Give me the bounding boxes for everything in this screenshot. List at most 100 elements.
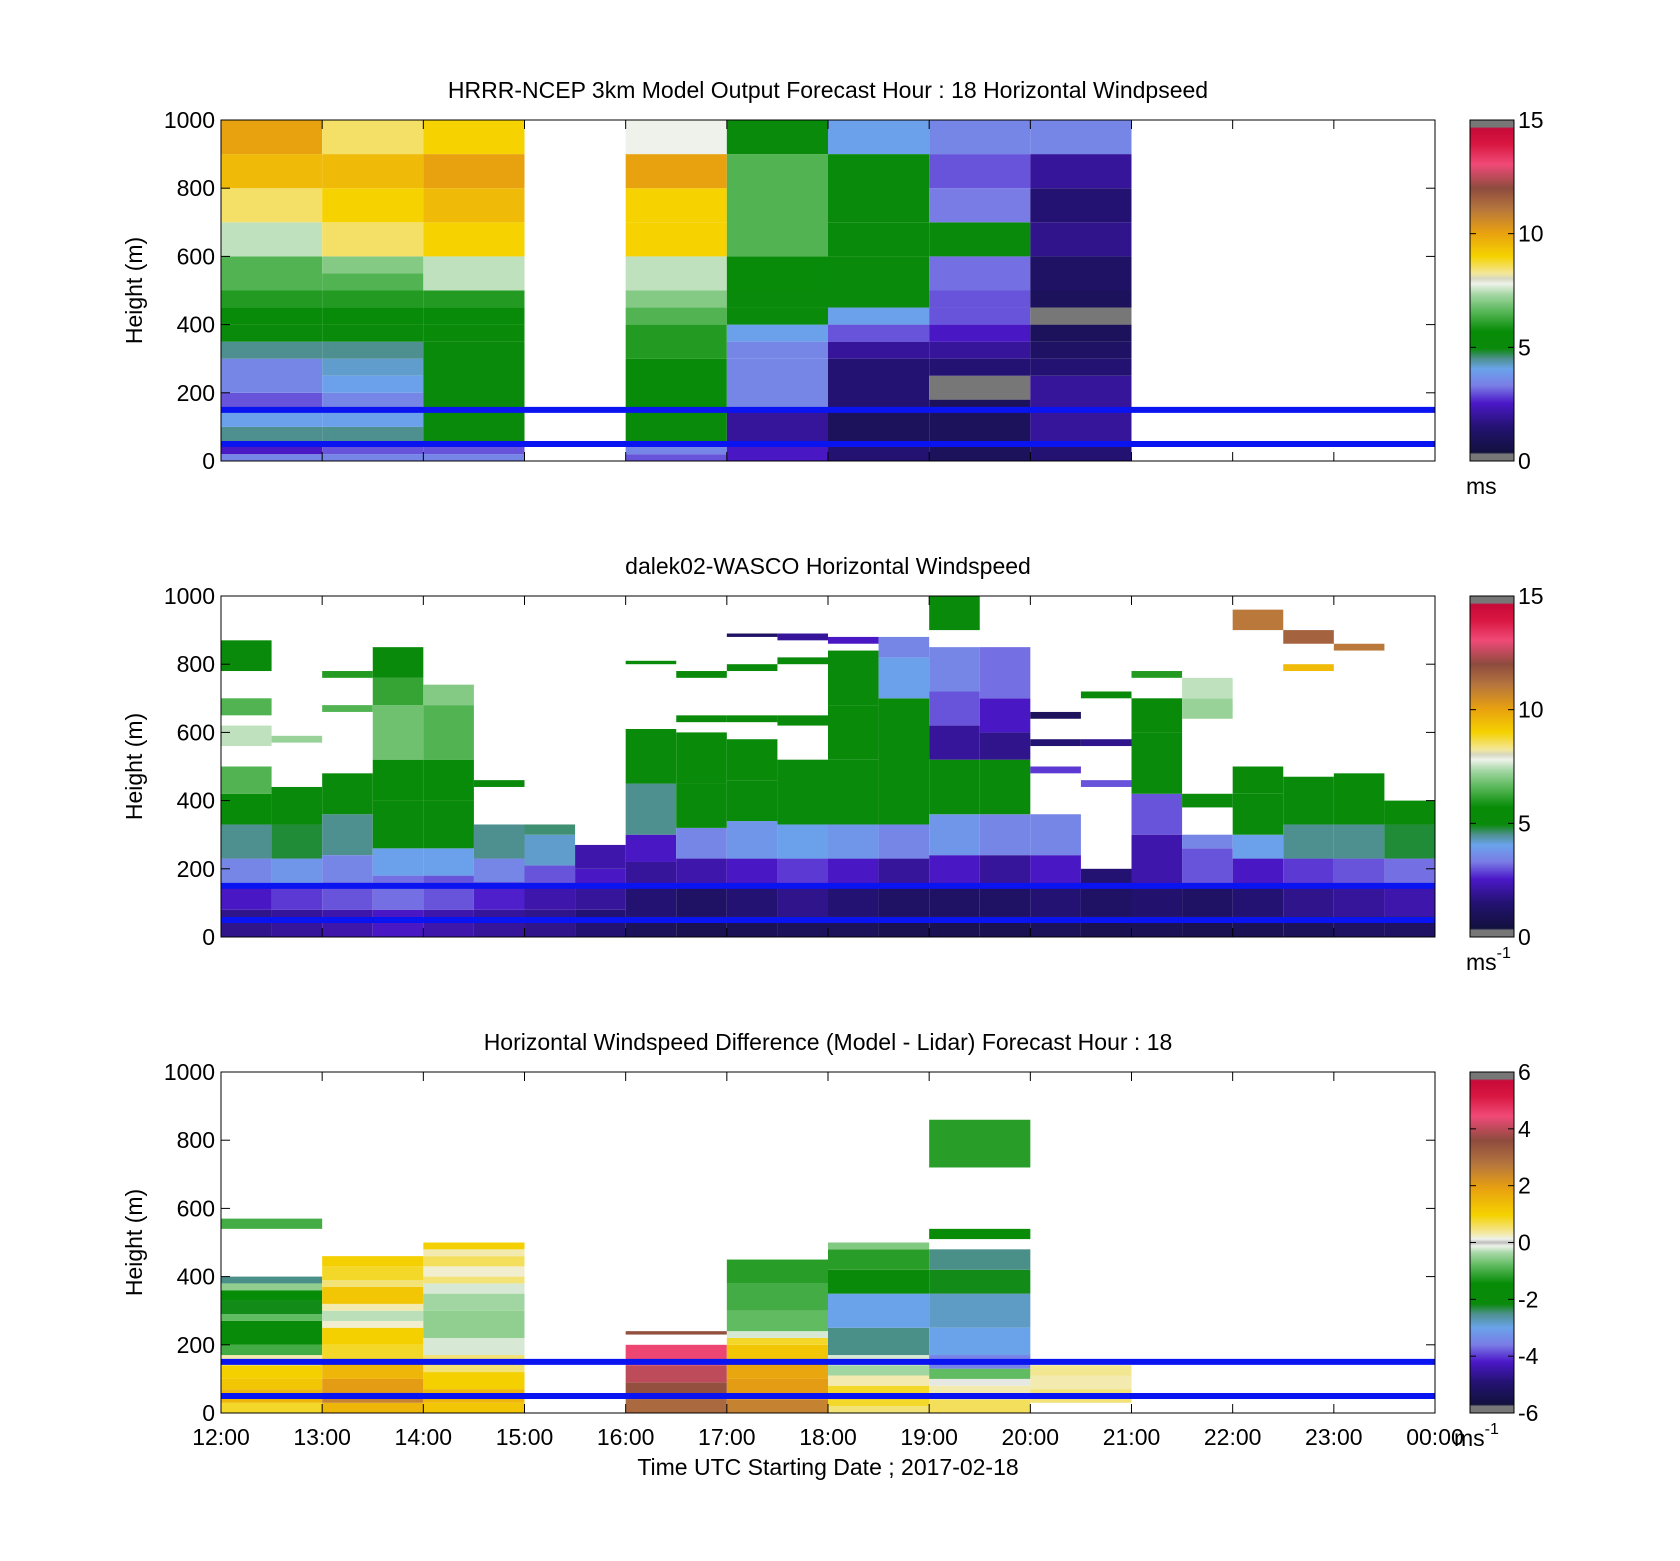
colorbar-tick-label: -4 <box>1518 1343 1539 1369</box>
heatmap-cell <box>979 814 1031 856</box>
heatmap-cell <box>676 885 727 917</box>
colorbar-unit: ms-1 <box>1454 1421 1499 1451</box>
heatmap-cell <box>828 636 879 644</box>
heatmap-cell <box>221 1320 323 1345</box>
heatmap-cell <box>979 759 1031 815</box>
heatmap-cell <box>726 664 778 672</box>
heatmap-cell <box>322 1378 424 1393</box>
colorbar-tick-label: 15 <box>1518 107 1544 133</box>
heatmap-cell <box>929 596 980 631</box>
x-axis-label: Time UTC Starting Date ; 2017-02-18 <box>637 1454 1018 1480</box>
heatmap-cell <box>1384 858 1435 886</box>
heatmap-cell <box>423 290 525 308</box>
heatmap-cell <box>625 454 727 461</box>
heatmap-cell <box>1030 290 1132 308</box>
heatmap-cell <box>777 824 828 859</box>
heatmap-cell <box>524 885 576 910</box>
heatmap-cell <box>423 120 525 155</box>
heatmap-cell <box>271 858 323 886</box>
heatmap-cell <box>524 909 576 937</box>
heatmap-cell <box>1283 858 1334 886</box>
heatmap-cell <box>271 786 323 825</box>
y-tick-label: 200 <box>177 380 215 406</box>
heatmap-cell <box>1232 793 1284 835</box>
heatmap-cell <box>524 834 576 866</box>
y-tick-label: 600 <box>177 243 215 269</box>
heatmap-cell <box>625 1365 727 1383</box>
heatmap-cell <box>322 120 424 155</box>
heatmap-cell <box>322 1361 424 1379</box>
heatmap-cell <box>423 848 474 876</box>
heatmap-cell <box>322 454 424 461</box>
colorbar-tick-label: -2 <box>1518 1286 1538 1312</box>
heatmap-cell <box>777 633 828 641</box>
heatmap-cell <box>878 824 930 859</box>
heatmap-cell <box>372 875 424 910</box>
heatmap-cell <box>828 1406 930 1413</box>
heatmap-cell <box>221 885 272 910</box>
heatmap-cell <box>221 698 272 716</box>
heatmap-cell <box>1080 780 1132 787</box>
heatmap-cell <box>625 834 677 862</box>
heatmap-cell <box>423 875 474 910</box>
heatmap-cell <box>423 307 525 325</box>
heatmap-cell <box>828 824 879 859</box>
heatmap-cell <box>322 443 424 455</box>
heatmap-cell <box>221 909 272 937</box>
heatmap-cell <box>1333 858 1385 886</box>
heatmap-cell <box>929 855 980 886</box>
heatmap-cell <box>625 256 727 291</box>
heatmap-cell <box>1030 324 1132 342</box>
heatmap-cell <box>929 1249 1031 1270</box>
heatmap-cell <box>828 705 879 760</box>
heatmap-cell <box>1182 848 1233 886</box>
heatmap-cell <box>625 324 727 359</box>
heatmap-cell <box>271 885 323 910</box>
colorbar-unit-exponent: -1 <box>1485 1421 1499 1438</box>
heatmap-cell <box>322 855 373 883</box>
heatmap-cell <box>1030 188 1132 223</box>
heatmap-cell <box>322 909 373 937</box>
heatmap-cell <box>676 858 727 886</box>
heatmap-cell <box>322 341 424 359</box>
heatmap-cell <box>828 222 930 257</box>
heatmap-cell <box>575 909 626 937</box>
y-tick-label: 400 <box>177 1264 215 1290</box>
heatmap-cell <box>423 800 474 849</box>
heatmap-cell <box>423 256 525 291</box>
heatmap-cell <box>828 1249 930 1270</box>
heatmap-cell <box>929 885 980 917</box>
heatmap-cell <box>1182 885 1233 917</box>
heatmap-cell <box>625 885 677 917</box>
heatmap-cell <box>221 793 272 825</box>
heatmap-cell <box>625 290 727 308</box>
heatmap-cell <box>726 1283 828 1311</box>
heatmap-cell <box>676 715 727 723</box>
heatmap-cell <box>828 650 879 706</box>
heatmap-cell <box>929 154 1031 189</box>
x-tick-label: 22:00 <box>1204 1424 1262 1450</box>
heatmap-cell <box>979 885 1031 917</box>
heatmap-cell <box>828 1242 930 1250</box>
heatmap-cell <box>1030 358 1132 376</box>
heatmap-cell <box>828 324 930 342</box>
heatmap-cell <box>625 358 727 410</box>
heatmap-cell <box>372 677 424 706</box>
heatmap-cell <box>828 409 930 444</box>
heatmap-cell <box>929 1269 1031 1294</box>
heatmap-cell <box>929 725 980 760</box>
heatmap-cell <box>221 188 323 223</box>
heatmap-cell <box>221 766 272 794</box>
heatmap-cell <box>929 375 1031 400</box>
heatmap-cell <box>322 1320 424 1328</box>
heatmap-cell <box>929 1368 1031 1379</box>
heatmap-cell <box>524 865 576 886</box>
heatmap-cell <box>1333 824 1385 859</box>
colorbar-unit: ms-1 <box>1466 945 1511 975</box>
heatmap-cell <box>221 409 323 427</box>
heatmap-cell <box>372 647 424 678</box>
heatmap-cell <box>726 780 778 822</box>
heatmap-cell <box>726 341 828 359</box>
heatmap-cell <box>929 814 980 856</box>
